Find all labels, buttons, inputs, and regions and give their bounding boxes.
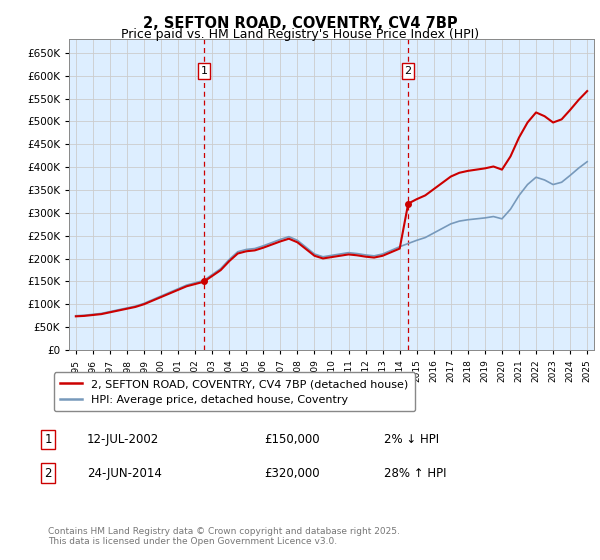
Text: 2: 2	[44, 466, 52, 480]
Text: £150,000: £150,000	[264, 433, 320, 446]
Text: 24-JUN-2014: 24-JUN-2014	[87, 466, 162, 480]
Text: 1: 1	[200, 66, 208, 76]
Text: 2, SEFTON ROAD, COVENTRY, CV4 7BP: 2, SEFTON ROAD, COVENTRY, CV4 7BP	[143, 16, 457, 31]
Text: 12-JUL-2002: 12-JUL-2002	[87, 433, 159, 446]
Text: 1: 1	[44, 433, 52, 446]
Text: Contains HM Land Registry data © Crown copyright and database right 2025.
This d: Contains HM Land Registry data © Crown c…	[48, 526, 400, 546]
Text: £320,000: £320,000	[264, 466, 320, 480]
Text: 28% ↑ HPI: 28% ↑ HPI	[384, 466, 446, 480]
Text: Price paid vs. HM Land Registry's House Price Index (HPI): Price paid vs. HM Land Registry's House …	[121, 28, 479, 41]
Text: 2% ↓ HPI: 2% ↓ HPI	[384, 433, 439, 446]
Text: 2: 2	[404, 66, 412, 76]
Legend: 2, SEFTON ROAD, COVENTRY, CV4 7BP (detached house), HPI: Average price, detached: 2, SEFTON ROAD, COVENTRY, CV4 7BP (detac…	[53, 372, 415, 411]
